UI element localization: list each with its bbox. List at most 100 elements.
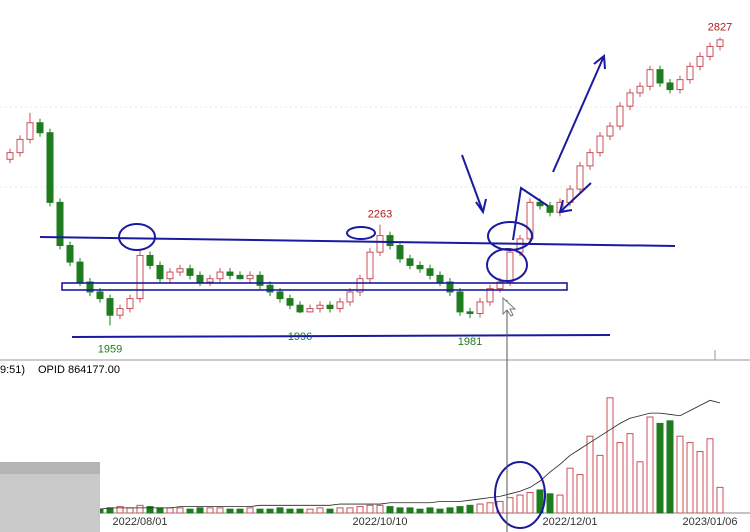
candle-body (116, 308, 124, 316)
candle-body (216, 271, 224, 280)
candle-body (336, 301, 344, 310)
marks: 2022/08/01 2022/10/10 2022/12/01 2023/01/06… (6, 21, 738, 528)
candle-body (296, 304, 304, 313)
circle (494, 461, 546, 529)
candle-body (456, 291, 464, 313)
volume-bar (586, 435, 594, 514)
candle-body (356, 278, 364, 293)
candle-body (96, 291, 104, 300)
volume-bar (416, 508, 424, 514)
arrow (461, 154, 487, 215)
volume-bar (186, 508, 194, 514)
volume-bar (676, 435, 684, 514)
candle-body (176, 268, 184, 273)
candle-body (326, 304, 334, 310)
volume-header: OPID 864177.00 (38, 364, 120, 376)
volume-bar (476, 503, 484, 514)
volume-bar (636, 461, 644, 514)
volume-bar (346, 507, 354, 514)
volume-bar (306, 508, 314, 514)
volume-header: 9:51) (0, 364, 25, 376)
volume-bar (286, 508, 294, 514)
candle-body (276, 291, 284, 300)
volume-bar (316, 507, 324, 514)
low-label: 1981 (458, 336, 482, 348)
circle (346, 226, 376, 240)
candle-body (526, 201, 534, 240)
volume-bar (106, 507, 114, 514)
candle-body (196, 274, 204, 283)
volume-bar (696, 451, 704, 514)
circle (486, 248, 528, 282)
volume-bar (436, 508, 444, 514)
candle-body (246, 274, 254, 280)
volume-bar (206, 507, 214, 514)
volume-bar (616, 442, 624, 514)
support-band (61, 282, 568, 291)
candle-body (76, 261, 84, 283)
volume-bar (166, 507, 174, 514)
candle-body (46, 132, 54, 203)
candle-body (546, 205, 554, 213)
volume-bar (386, 506, 394, 514)
candle-body (406, 258, 414, 266)
candle-body (146, 254, 154, 266)
candle-body (366, 251, 374, 280)
candle-body (486, 288, 494, 303)
resistance-line (39, 236, 676, 247)
candle-body (686, 65, 694, 81)
x-tick-label: 2023/01/06 (682, 516, 737, 528)
candle-body (706, 45, 714, 57)
arrow (558, 182, 592, 214)
volume-bar (566, 467, 574, 514)
volume-bar (686, 442, 694, 514)
candle-body (66, 245, 74, 263)
candle-body (236, 274, 244, 280)
candle-body (606, 125, 614, 137)
candle-body (516, 238, 524, 253)
circle (487, 221, 533, 251)
candle-body (266, 284, 274, 293)
candle-body (476, 301, 484, 315)
candle-body (396, 245, 404, 260)
candle-body (446, 281, 454, 293)
volume-bar (716, 486, 724, 514)
volume-bar (216, 507, 224, 514)
volume-bar (176, 507, 184, 514)
volume-bar (486, 502, 494, 514)
candle-body (646, 69, 654, 87)
candle-body (286, 298, 294, 306)
volume-bar (296, 508, 304, 514)
volume-bar (146, 506, 154, 514)
cursor (502, 296, 517, 317)
candle-body (536, 201, 544, 207)
volume-bar (516, 494, 524, 514)
bottom-line (71, 334, 611, 338)
volume-bar (376, 504, 384, 514)
candle-body (16, 138, 24, 154)
volume-bar (666, 420, 674, 514)
high-label: 2827 (708, 21, 732, 33)
volume-bar (256, 508, 264, 514)
volume-bar (366, 504, 374, 514)
candle-body (496, 281, 504, 290)
candle-body (186, 268, 194, 276)
candle-body (626, 92, 634, 107)
opid-line (10, 399, 721, 511)
volume-bar (246, 507, 254, 514)
volume-bar (396, 507, 404, 514)
volume-bar (356, 506, 364, 514)
volume-bar (606, 397, 614, 514)
candle-body (666, 82, 674, 91)
volume-bar (326, 508, 334, 514)
candle-body (616, 105, 624, 127)
candle-body (416, 264, 424, 270)
x-tick-label: 2022/10/10 (352, 516, 407, 528)
volume-bar (446, 507, 454, 514)
candle-body (506, 251, 514, 283)
volume-bar (266, 508, 274, 514)
candle-body (126, 298, 134, 310)
volume-bar (656, 422, 664, 514)
